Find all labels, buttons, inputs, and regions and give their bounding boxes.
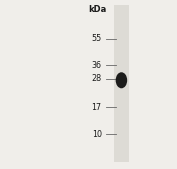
- FancyBboxPatch shape: [114, 5, 129, 162]
- Text: kDa: kDa: [88, 5, 106, 14]
- Text: 17: 17: [92, 103, 102, 112]
- Text: 36: 36: [92, 61, 102, 70]
- Text: 55: 55: [92, 34, 102, 43]
- Text: 28: 28: [92, 74, 102, 83]
- Text: 10: 10: [92, 130, 102, 139]
- Ellipse shape: [116, 72, 127, 88]
